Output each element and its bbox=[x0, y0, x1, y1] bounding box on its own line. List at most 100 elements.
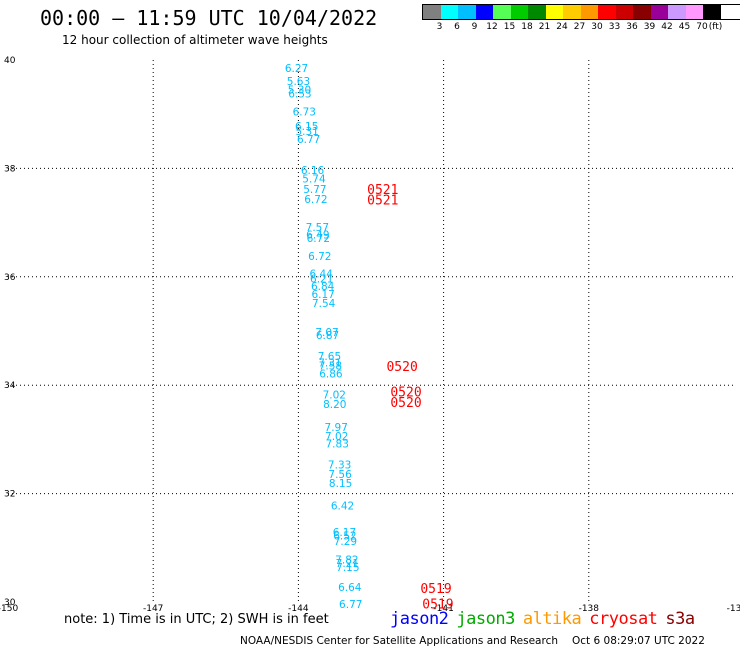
legend-item-cryosat: cryosat bbox=[589, 609, 658, 629]
color-scale-label: 33 bbox=[608, 22, 621, 32]
wave-height-value: 6.87 bbox=[316, 330, 339, 342]
wave-height-value: 7.83 bbox=[326, 439, 349, 451]
x-tick-label: -141 bbox=[433, 604, 453, 614]
color-scale-swatches bbox=[422, 4, 740, 20]
legend-item-jason3: jason3 bbox=[456, 609, 515, 629]
wave-height-value: 6.49 bbox=[306, 230, 329, 242]
wave-height-value: 6.73 bbox=[293, 106, 316, 118]
wave-height-value: 6.16 bbox=[301, 165, 325, 177]
time-label: 0519 bbox=[420, 582, 451, 597]
wave-height-value: 7.57 bbox=[306, 222, 329, 234]
wave-height-value: 7.97 bbox=[325, 422, 348, 434]
color-scale-label: 30 bbox=[591, 22, 603, 32]
color-scale-label: 42 bbox=[661, 22, 673, 32]
wave-height-value: 6.15 bbox=[295, 121, 318, 133]
color-scale-label: 6 bbox=[454, 22, 460, 32]
legend-item-altika: altika bbox=[522, 609, 582, 629]
color-swatch bbox=[563, 5, 581, 19]
color-swatch bbox=[545, 5, 563, 19]
wave-height-value: 7.02 bbox=[323, 389, 346, 401]
legend-item-jason2: jason2 bbox=[390, 609, 449, 629]
color-swatch bbox=[528, 5, 546, 19]
axis-ticks: -150 -147 -144 -141 -138 -13 30 32 34 36 38 40 bbox=[0, 56, 740, 614]
footnote: note: 1) Time is in UTC; 2) SWH is in fe… bbox=[64, 612, 329, 627]
y-tick-label: 38 bbox=[4, 164, 16, 174]
credit-line: NOAA/NESDIS Center for Satellite Applica… bbox=[240, 635, 705, 647]
wave-height-value: 6.77 bbox=[339, 599, 362, 611]
wave-height-value: 6.44 bbox=[310, 269, 334, 281]
wave-height-value: 7.02 bbox=[325, 431, 348, 443]
x-tick-label: -138 bbox=[579, 604, 600, 614]
chart-title: 00:00 – 11:59 UTC 10/04/2022 bbox=[40, 6, 378, 30]
color-scale-label: 9 bbox=[471, 22, 478, 32]
color-scale-label: 70 bbox=[696, 22, 708, 32]
wave-height-value: 7.15 bbox=[336, 562, 359, 574]
color-scale-labels: 3 6 9 12 15 18 21 24 27 30 33 36 39 42 45 70 (ft) bbox=[422, 22, 740, 34]
credit-text: NOAA/NESDIS Center for Satellite Applica… bbox=[240, 635, 558, 647]
wave-height-value: 8.15 bbox=[329, 478, 352, 490]
color-swatch bbox=[580, 5, 598, 19]
credit-timestamp: Oct 6 08:29:07 UTC 2022 bbox=[572, 635, 705, 647]
time-label: 0520 bbox=[390, 396, 421, 411]
wave-height-value: 7.65 bbox=[318, 351, 341, 363]
wave-height-value: 6.21 bbox=[310, 273, 333, 285]
y-tick-label: 34 bbox=[4, 381, 16, 391]
wave-height-value: 7.21 bbox=[336, 558, 359, 570]
wave-height-value: 8.20 bbox=[323, 399, 346, 411]
color-swatch bbox=[493, 5, 511, 19]
color-scale-label: 3 bbox=[436, 22, 443, 32]
color-scale-label: 12 bbox=[486, 22, 498, 32]
color-swatch bbox=[633, 5, 651, 19]
x-tick-label: -13 bbox=[727, 604, 740, 614]
color-scale: 3 6 9 12 15 18 21 24 27 30 33 36 39 42 45 70 (ft) bbox=[422, 4, 740, 34]
color-swatch bbox=[475, 5, 493, 19]
wave-height-value: 6.72 bbox=[304, 194, 327, 206]
x-tick-label: -147 bbox=[143, 604, 163, 614]
wave-height-value: 7.54 bbox=[312, 298, 336, 310]
wave-height-value: 6.17 bbox=[311, 289, 334, 301]
color-scale-label: 24 bbox=[556, 22, 568, 32]
wave-height-value: 6.27 bbox=[285, 63, 308, 75]
wave-height-value: 6.53 bbox=[288, 89, 311, 101]
color-swatch bbox=[685, 5, 703, 19]
wave-height-value: 7.07 bbox=[315, 327, 338, 339]
color-scale-label: 18 bbox=[521, 22, 533, 32]
color-scale-label: 15 bbox=[503, 22, 516, 32]
color-scale-label: 45 bbox=[678, 22, 691, 32]
color-swatch bbox=[440, 5, 458, 19]
wave-height-value: 7.56 bbox=[328, 469, 352, 481]
wave-height-value: 6.64 bbox=[338, 582, 362, 594]
y-tick-label: 30 bbox=[4, 598, 16, 608]
wave-height-value: 7.58 bbox=[319, 361, 342, 373]
wave-height-value: 6.84 bbox=[311, 281, 335, 293]
color-swatch bbox=[510, 5, 528, 19]
time-label: 0520 bbox=[386, 360, 417, 375]
y-tick-label: 36 bbox=[4, 273, 16, 283]
time-label: 0520 bbox=[390, 386, 421, 401]
color-swatch bbox=[423, 5, 441, 19]
color-swatch bbox=[650, 5, 668, 19]
wave-height-value: 5.63 bbox=[287, 76, 310, 88]
wave-height-value: 5.30 bbox=[288, 84, 311, 96]
satellite-legend: jason2 jason3 altika cryosat s3a bbox=[390, 609, 703, 629]
time-label: 0519 bbox=[422, 598, 453, 613]
color-swatch bbox=[458, 5, 476, 19]
color-scale-label: 21 bbox=[538, 22, 551, 32]
color-scale-label: 27 bbox=[573, 22, 586, 32]
wave-height-value: 6.42 bbox=[331, 501, 354, 513]
wave-height-value: 6.77 bbox=[297, 134, 320, 146]
grid-lines bbox=[8, 60, 734, 602]
wave-height-value: 6.52 bbox=[333, 530, 356, 542]
wave-height-value: 6.72 bbox=[308, 251, 331, 263]
wave-height-value: 5.74 bbox=[302, 174, 326, 186]
wave-height-value: 5.77 bbox=[303, 184, 326, 196]
wave-height-value: 7.29 bbox=[334, 536, 357, 548]
color-swatch bbox=[668, 5, 686, 19]
color-swatch bbox=[615, 5, 633, 19]
x-tick-label: -144 bbox=[288, 604, 309, 614]
legend-item-s3a: s3a bbox=[665, 609, 695, 629]
wave-height-labels: 6.275.635.306.536.736.155.316.776.165.74… bbox=[285, 63, 363, 611]
wave-height-value: 7.82 bbox=[335, 555, 358, 567]
